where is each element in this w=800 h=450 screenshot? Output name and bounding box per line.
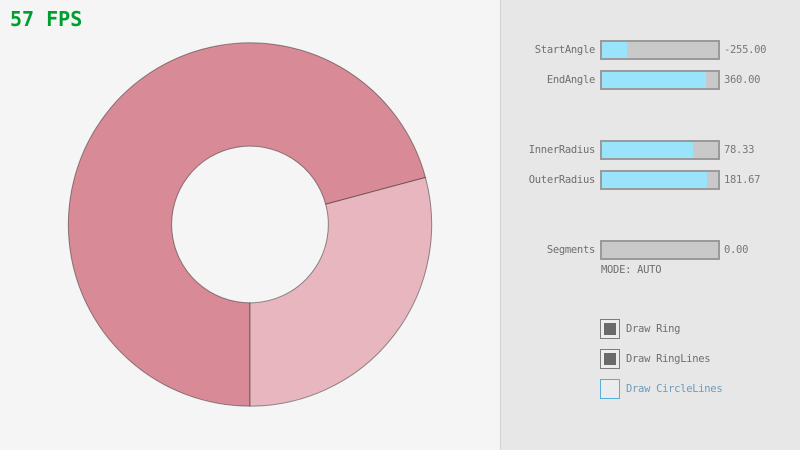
start-angle-label: StartAngle (534, 44, 596, 56)
end-angle-slider-fill (602, 72, 707, 88)
draw-circlelines-checkbox[interactable] (600, 379, 620, 399)
draw-ring-checkbox[interactable] (600, 319, 620, 339)
drawing-canvas: 57 FPS (10, 7, 433, 407)
outer-radius-slider-fill (602, 172, 708, 188)
segments-slider[interactable] (600, 240, 720, 260)
ring-segment-single-pass (249, 176, 433, 407)
end-angle-value: 360.00 (724, 74, 761, 86)
segments-label: Segments (546, 244, 595, 256)
end-angle-row: EndAngle 360.00 (501, 70, 800, 90)
draw-ringlines-checkbox[interactable] (600, 349, 620, 369)
outer-radius-row: OuterRadius 181.67 (501, 170, 800, 190)
draw-ring-row: Draw Ring (600, 319, 800, 339)
ring-segment-double-pass (67, 42, 427, 407)
start-angle-slider[interactable] (600, 40, 720, 60)
outer-radius-slider[interactable] (600, 170, 720, 190)
segments-row: Segments 0.00 (501, 240, 800, 260)
inner-radius-label: InnerRadius (528, 144, 596, 156)
end-angle-slider[interactable] (600, 70, 720, 90)
segments-mode-text: MODE: AUTO (601, 264, 662, 276)
start-angle-row: StartAngle -255.00 (501, 40, 800, 60)
controls-panel: StartAngle -255.00 EndAngle 360.00 Inner… (500, 0, 800, 450)
draw-ringlines-row: Draw RingLines (600, 349, 800, 369)
inner-radius-slider[interactable] (600, 140, 720, 160)
fps-counter: 57 FPS (10, 7, 83, 31)
draw-ring-label: Draw Ring (626, 323, 681, 335)
checkbox-check-mark (604, 323, 616, 335)
draw-circlelines-row: Draw CircleLines (600, 379, 800, 399)
draw-circlelines-label: Draw CircleLines (626, 383, 723, 395)
checkbox-check-mark (604, 353, 616, 365)
draw-ringlines-label: Draw RingLines (626, 353, 711, 365)
inner-radius-row: InnerRadius 78.33 (501, 140, 800, 160)
end-angle-label: EndAngle (546, 74, 595, 86)
outer-radius-label: OuterRadius (528, 174, 596, 186)
segments-value: 0.00 (724, 244, 749, 256)
start-angle-value: -255.00 (724, 44, 767, 56)
start-angle-slider-fill (602, 42, 628, 58)
outer-radius-value: 181.67 (724, 174, 761, 186)
inner-radius-slider-fill (602, 142, 693, 158)
ring-chart (67, 42, 433, 407)
inner-radius-value: 78.33 (724, 144, 755, 156)
